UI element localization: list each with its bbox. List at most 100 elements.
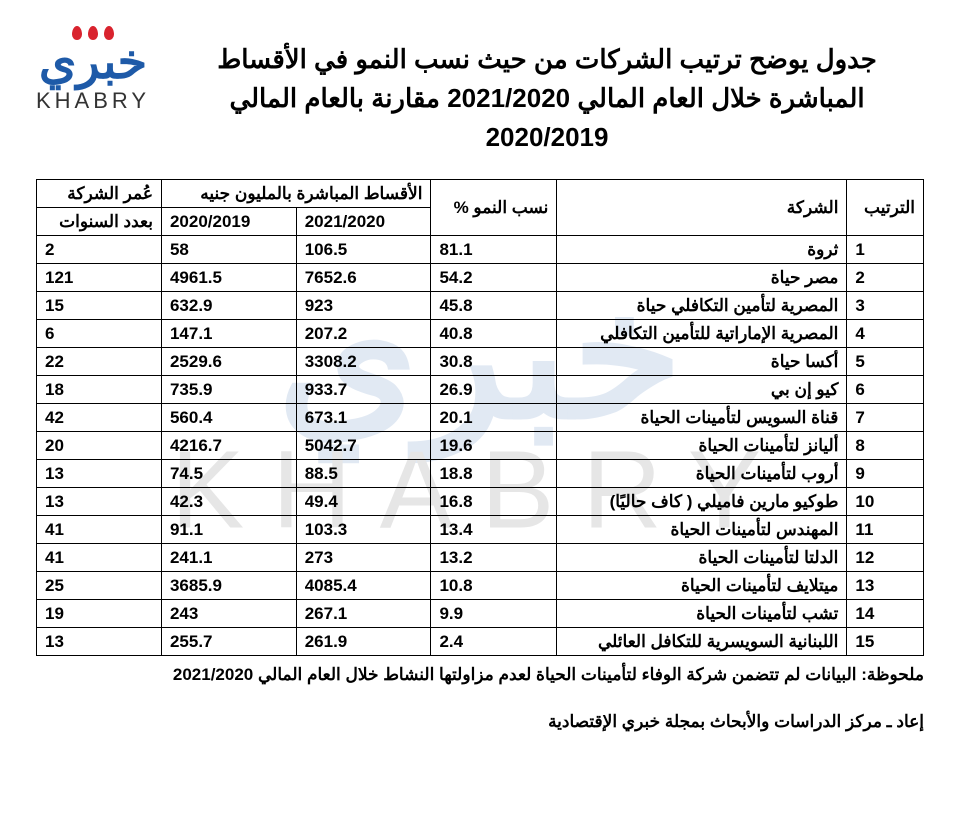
- cell-rank: 13: [847, 572, 924, 600]
- cell-company: المصرية الإماراتية للتأمين التكافلي: [557, 320, 847, 348]
- cell-y2020: 4216.7: [161, 432, 296, 460]
- cell-age: 42: [37, 404, 162, 432]
- cell-rank: 9: [847, 460, 924, 488]
- cell-company: ميتلايف لتأمينات الحياة: [557, 572, 847, 600]
- cell-age: 41: [37, 516, 162, 544]
- cell-company: طوكيو مارين فاميلي ( كاف حاليًا): [557, 488, 847, 516]
- cell-rank: 4: [847, 320, 924, 348]
- table-row: 2مصر حياة54.27652.64961.5121: [37, 264, 924, 292]
- cell-age: 6: [37, 320, 162, 348]
- cell-age: 13: [37, 460, 162, 488]
- cell-y2021: 207.2: [296, 320, 431, 348]
- cell-y2020: 255.7: [161, 628, 296, 656]
- note: ملحوظة: البيانات لم تتضمن شركة الوفاء لت…: [36, 662, 924, 688]
- cell-age: 41: [37, 544, 162, 572]
- table-row: 4المصرية الإماراتية للتأمين التكافلي40.8…: [37, 320, 924, 348]
- cell-company: الدلتا لتأمينات الحياة: [557, 544, 847, 572]
- cell-company: مصر حياة: [557, 264, 847, 292]
- cell-rank: 7: [847, 404, 924, 432]
- table-row: 11المهندس لتأمينات الحياة13.4103.391.141: [37, 516, 924, 544]
- cell-growth: 16.8: [431, 488, 557, 516]
- cell-age: 13: [37, 488, 162, 516]
- page: خبري KHABRY جدول يوضح ترتيب الشركات من ح…: [0, 0, 960, 752]
- cell-company: المهندس لتأمينات الحياة: [557, 516, 847, 544]
- cell-y2021: 923: [296, 292, 431, 320]
- cell-y2021: 103.3: [296, 516, 431, 544]
- cell-rank: 12: [847, 544, 924, 572]
- table-row: 15اللبنانية السويسرية للتكافل العائلي2.4…: [37, 628, 924, 656]
- table-row: 6كيو إن بي26.9933.7735.918: [37, 376, 924, 404]
- table-head: الترتيب الشركة نسب النمو % الأقساط المبا…: [37, 180, 924, 236]
- cell-rank: 5: [847, 348, 924, 376]
- cell-rank: 2: [847, 264, 924, 292]
- header: خبري KHABRY جدول يوضح ترتيب الشركات من ح…: [36, 40, 924, 157]
- cell-age: 22: [37, 348, 162, 376]
- cell-rank: 3: [847, 292, 924, 320]
- cell-rank: 1: [847, 236, 924, 264]
- logo-dots-icon: [72, 26, 114, 40]
- cell-growth: 19.6: [431, 432, 557, 460]
- cell-y2021: 261.9: [296, 628, 431, 656]
- cell-y2020: 58: [161, 236, 296, 264]
- cell-y2021: 88.5: [296, 460, 431, 488]
- cell-growth: 40.8: [431, 320, 557, 348]
- cell-age: 13: [37, 628, 162, 656]
- cell-rank: 6: [847, 376, 924, 404]
- cell-y2020: 147.1: [161, 320, 296, 348]
- cell-y2020: 4961.5: [161, 264, 296, 292]
- col-premiums-group: الأقساط المباشرة بالمليون جنيه: [161, 180, 430, 208]
- cell-y2020: 632.9: [161, 292, 296, 320]
- cell-y2020: 74.5: [161, 460, 296, 488]
- cell-age: 2: [37, 236, 162, 264]
- cell-growth: 9.9: [431, 600, 557, 628]
- cell-growth: 2.4: [431, 628, 557, 656]
- credit: إعاد ـ مركز الدراسات والأبحاث بمجلة خبري…: [36, 712, 924, 732]
- table-header-row-1: الترتيب الشركة نسب النمو % الأقساط المبا…: [37, 180, 924, 208]
- cell-growth: 45.8: [431, 292, 557, 320]
- table-row: 3المصرية لتأمين التكافلي حياة45.8923632.…: [37, 292, 924, 320]
- cell-growth: 10.8: [431, 572, 557, 600]
- cell-company: اللبنانية السويسرية للتكافل العائلي: [557, 628, 847, 656]
- col-y2021: 2021/2020: [296, 208, 431, 236]
- cell-growth: 20.1: [431, 404, 557, 432]
- cell-growth: 13.2: [431, 544, 557, 572]
- cell-y2021: 7652.6: [296, 264, 431, 292]
- cell-growth: 13.4: [431, 516, 557, 544]
- cell-age: 19: [37, 600, 162, 628]
- cell-company: أروب لتأمينات الحياة: [557, 460, 847, 488]
- cell-rank: 15: [847, 628, 924, 656]
- cell-y2020: 91.1: [161, 516, 296, 544]
- cell-company: أكسا حياة: [557, 348, 847, 376]
- col-growth: نسب النمو %: [431, 180, 557, 236]
- cell-rank: 10: [847, 488, 924, 516]
- logo-latin: KHABRY: [36, 88, 150, 114]
- cell-y2021: 3308.2: [296, 348, 431, 376]
- cell-rank: 11: [847, 516, 924, 544]
- col-age-sub: بعدد السنوات: [37, 208, 162, 236]
- cell-y2021: 673.1: [296, 404, 431, 432]
- table-row: 12الدلتا لتأمينات الحياة13.2273241.141: [37, 544, 924, 572]
- cell-y2020: 2529.6: [161, 348, 296, 376]
- cell-y2020: 560.4: [161, 404, 296, 432]
- logo-arabic: خبري: [36, 40, 150, 86]
- table-row: 9أروب لتأمينات الحياة18.888.574.513: [37, 460, 924, 488]
- col-y2020: 2020/2019: [161, 208, 296, 236]
- table-row: 13ميتلايف لتأمينات الحياة10.84085.43685.…: [37, 572, 924, 600]
- cell-company: المصرية لتأمين التكافلي حياة: [557, 292, 847, 320]
- cell-y2020: 3685.9: [161, 572, 296, 600]
- cell-company: قناة السويس لتأمينات الحياة: [557, 404, 847, 432]
- cell-company: كيو إن بي: [557, 376, 847, 404]
- cell-rank: 14: [847, 600, 924, 628]
- table-row: 8أليانز لتأمينات الحياة19.65042.74216.72…: [37, 432, 924, 460]
- table-row: 7قناة السويس لتأمينات الحياة20.1673.1560…: [37, 404, 924, 432]
- cell-y2021: 273: [296, 544, 431, 572]
- cell-age: 18: [37, 376, 162, 404]
- cell-company: أليانز لتأمينات الحياة: [557, 432, 847, 460]
- cell-y2020: 735.9: [161, 376, 296, 404]
- cell-y2021: 267.1: [296, 600, 431, 628]
- cell-growth: 30.8: [431, 348, 557, 376]
- cell-age: 121: [37, 264, 162, 292]
- table-row: 14تشب لتأمينات الحياة9.9267.124319: [37, 600, 924, 628]
- cell-rank: 8: [847, 432, 924, 460]
- cell-y2021: 933.7: [296, 376, 431, 404]
